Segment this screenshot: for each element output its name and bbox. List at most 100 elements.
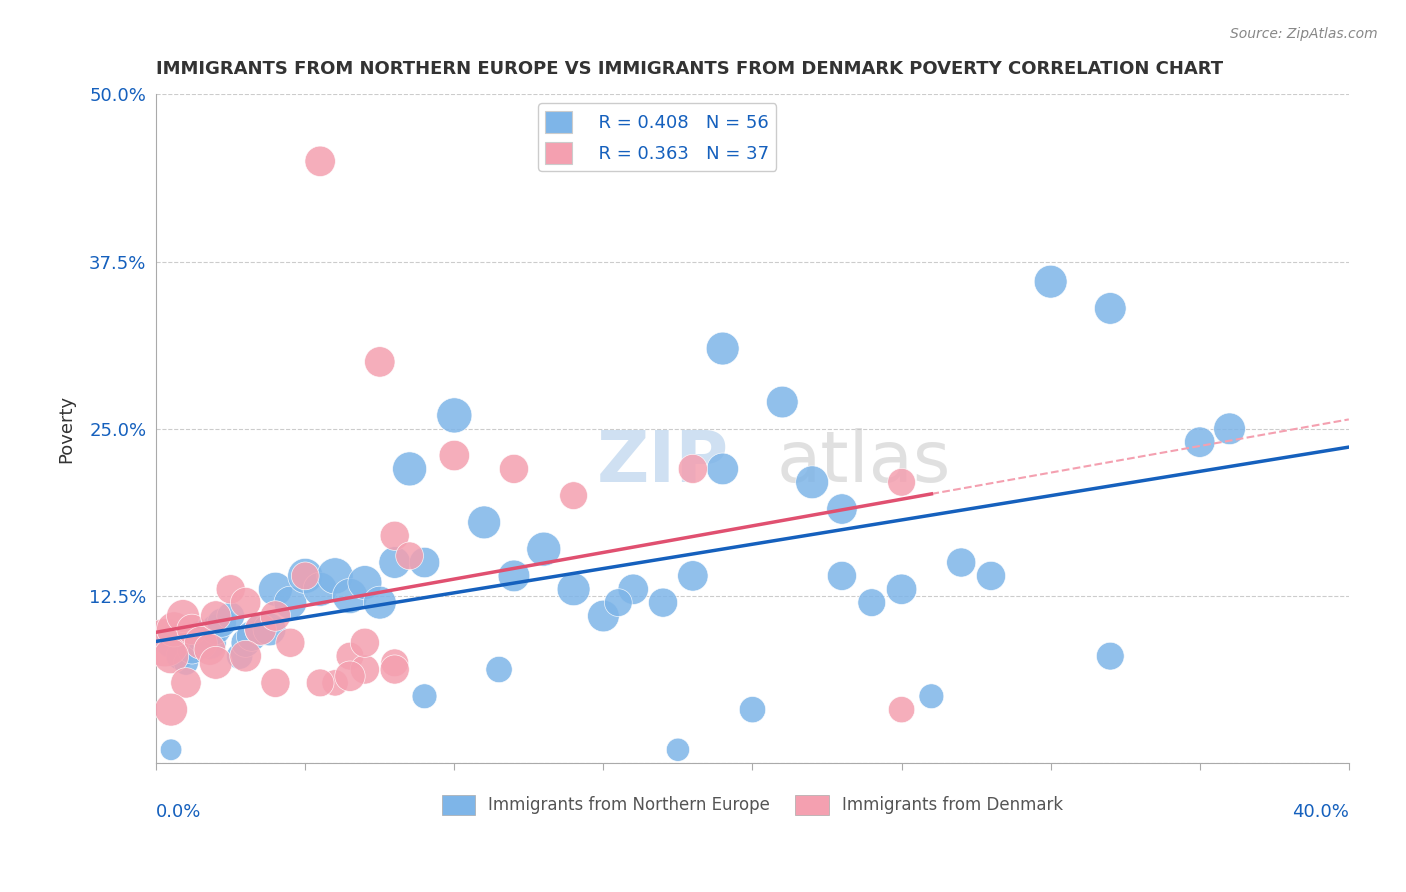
Point [264,609,287,624]
Text: 0.0%: 0.0% [156,804,201,822]
Point [160,703,183,717]
Point [190,629,212,643]
Point [309,582,332,597]
Point [1219,422,1241,436]
Point [711,462,734,476]
Point [174,656,197,670]
Point [235,636,257,650]
Point [190,636,212,650]
Point [259,623,281,637]
Point [472,516,495,530]
Point [860,596,883,610]
Point [533,542,555,557]
Y-axis label: Poverty: Poverty [58,395,75,463]
Point [503,569,526,583]
Text: atlas: atlas [776,428,950,497]
Point [204,623,226,637]
Point [711,342,734,356]
Point [219,582,242,597]
Point [682,569,704,583]
Point [163,623,186,637]
Point [228,649,250,664]
Point [309,154,332,169]
Point [682,462,704,476]
Point [562,489,585,503]
Point [890,703,912,717]
Point [1188,435,1211,450]
Point [652,596,675,610]
Point [413,556,436,570]
Point [1099,649,1122,664]
Point [169,649,191,664]
Point [741,703,763,717]
Point [384,663,406,677]
Text: ZIP: ZIP [596,428,728,497]
Point [950,556,973,570]
Point [398,462,420,476]
Point [384,529,406,543]
Point [280,636,302,650]
Point [181,642,204,657]
Point [384,556,406,570]
Point [831,502,853,516]
Point [264,676,287,690]
Point [211,615,233,630]
Text: 40.0%: 40.0% [1292,804,1348,822]
Point [339,669,361,683]
Point [413,690,436,704]
Point [354,575,377,590]
Point [592,609,614,624]
Legend: Immigrants from Northern Europe, Immigrants from Denmark: Immigrants from Northern Europe, Immigra… [436,788,1070,822]
Point [368,596,391,610]
Text: IMMIGRANTS FROM NORTHERN EUROPE VS IMMIGRANTS FROM DENMARK POVERTY CORRELATION C: IMMIGRANTS FROM NORTHERN EUROPE VS IMMIG… [156,60,1223,78]
Point [219,609,242,624]
Point [443,409,465,423]
Point [174,676,197,690]
Point [368,355,391,369]
Point [160,743,183,757]
Point [384,656,406,670]
Point [339,649,361,664]
Point [354,636,377,650]
Point [607,596,630,610]
Point [160,636,183,650]
Point [235,649,257,664]
Point [249,623,271,637]
Point [666,743,689,757]
Point [831,569,853,583]
Point [621,582,644,597]
Point [240,629,263,643]
Point [323,676,346,690]
Point [562,582,585,597]
Point [890,475,912,490]
Point [1039,275,1062,289]
Point [920,690,942,704]
Point [443,449,465,463]
Point [198,636,221,650]
Point [890,582,912,597]
Point [339,589,361,603]
Point [235,596,257,610]
Point [172,609,194,624]
Point [249,623,271,637]
Point [294,569,316,583]
Point [264,582,287,597]
Point [770,395,793,409]
Point [503,462,526,476]
Text: Source: ZipAtlas.com: Source: ZipAtlas.com [1230,27,1378,41]
Point [980,569,1002,583]
Point [488,663,510,677]
Point [160,649,183,664]
Point [181,623,204,637]
Point [309,676,332,690]
Point [323,569,346,583]
Point [198,642,221,657]
Point [294,569,316,583]
Point [354,663,377,677]
Point [153,636,176,650]
Point [204,656,226,670]
Point [801,475,824,490]
Point [398,549,420,563]
Point [1099,301,1122,316]
Point [204,609,226,624]
